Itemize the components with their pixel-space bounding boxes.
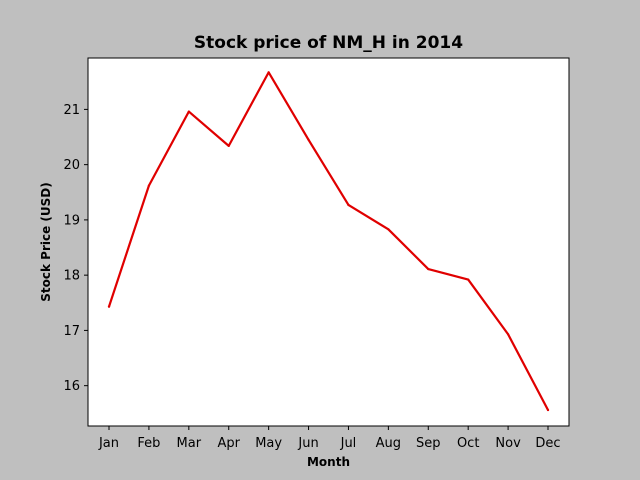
data-point-jul	[347, 203, 350, 207]
x-tick-label-jun: Jun	[297, 436, 318, 451]
y-axis: 16 17 18 19 20 21	[63, 103, 88, 394]
data-point-feb	[147, 184, 151, 187]
plot-background	[87, 57, 570, 427]
data-point-may	[267, 71, 270, 74]
series-line-0	[107, 71, 550, 412]
x-tick-label-nov: Nov	[495, 436, 521, 451]
x-tick-label-dec: Dec	[535, 436, 560, 451]
x-tick-label-may: May	[255, 436, 282, 451]
x-tick-label-aug: Aug	[376, 436, 401, 451]
data-point-jun	[307, 138, 310, 141]
x-tick-label-mar: Mar	[177, 436, 202, 451]
y-tick-label-17: 17	[63, 324, 80, 339]
data-point-nov	[506, 333, 510, 336]
x-tick-label-sep: Sep	[416, 436, 441, 451]
chart-title: Stock price of NM_H in 2014	[194, 33, 463, 53]
data-point-dec	[546, 408, 550, 412]
data-point-apr	[227, 144, 230, 147]
series-layer	[107, 71, 550, 412]
plot-area	[87, 57, 570, 427]
x-tick-label-jan: Jan	[98, 436, 119, 451]
data-point-sep	[427, 267, 430, 271]
y-tick-label-21: 21	[63, 103, 80, 118]
data-point-jan	[107, 305, 111, 308]
x-axis: Jan Feb Mar Apr May Jun Jul Aug Sep Oct Nov Dec	[98, 426, 561, 451]
x-tick-label-feb: Feb	[137, 436, 160, 451]
y-tick-label-19: 19	[63, 213, 80, 228]
x-tick-label-jul: Jul	[340, 436, 357, 451]
data-point-aug	[387, 228, 390, 231]
data-point-oct	[467, 278, 470, 281]
y-tick-label-20: 20	[63, 158, 80, 173]
x-tick-label-apr: Apr	[217, 436, 240, 451]
data-point-mar	[187, 110, 190, 113]
y-tick-label-16: 16	[63, 379, 80, 394]
x-axis-title: Month	[307, 455, 350, 469]
y-tick-label-18: 18	[63, 269, 80, 284]
x-tick-label-oct: Oct	[457, 436, 479, 451]
y-axis-title: Stock Price (USD)	[39, 182, 53, 301]
